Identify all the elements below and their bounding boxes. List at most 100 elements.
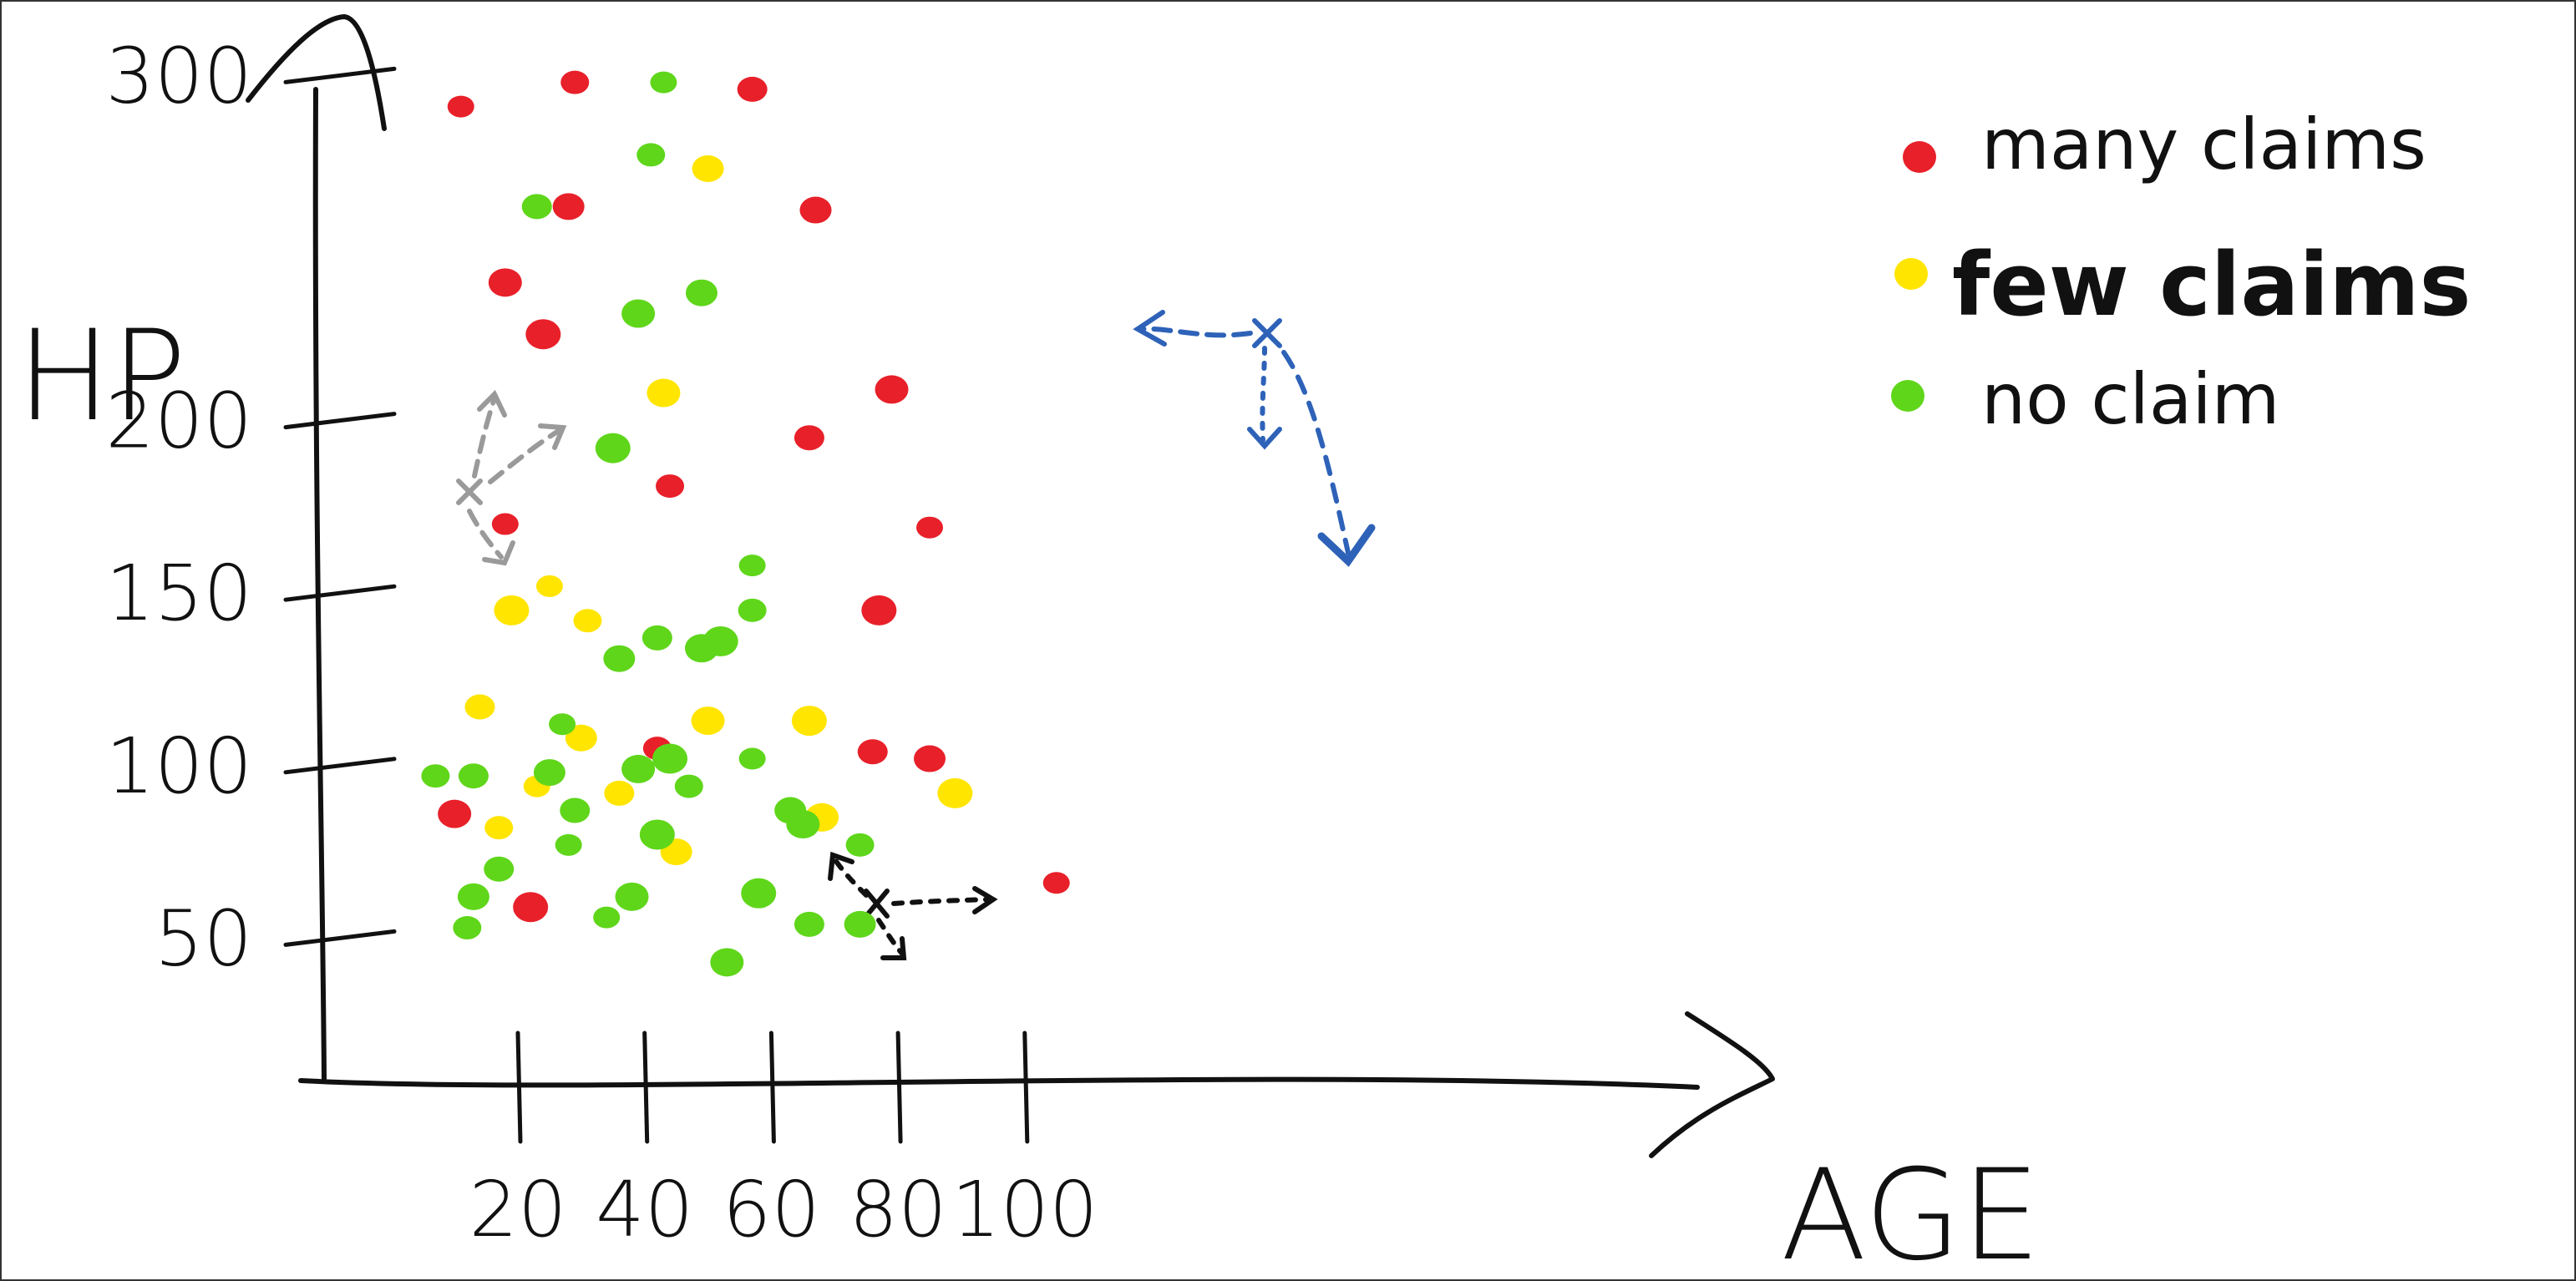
data-point-no-claim xyxy=(641,625,672,651)
y-tick-label: 300 xyxy=(105,31,252,120)
data-point-few-claims xyxy=(691,706,725,736)
y-tick-mark xyxy=(283,412,397,430)
x-tick-label: 20 xyxy=(469,1165,566,1254)
data-point-many-claims xyxy=(513,892,549,923)
blue-arrow-down-short xyxy=(1260,346,1267,443)
data-point-few-claims xyxy=(565,724,597,752)
data-point-no-claim xyxy=(555,833,582,856)
black-arrow-up xyxy=(833,858,869,898)
x-tick-label: 60 xyxy=(723,1165,820,1254)
data-point-no-claim xyxy=(593,906,621,929)
data-point-no-claim xyxy=(615,882,649,911)
data-point-many-claims xyxy=(861,595,897,625)
data-point-no-claim xyxy=(738,598,767,622)
data-point-few-claims xyxy=(464,694,495,720)
data-point-no-claim xyxy=(845,833,875,857)
gray-arrow-up-head xyxy=(477,389,507,418)
data-point-few-claims xyxy=(494,595,530,625)
data-point-no-claim xyxy=(844,910,876,938)
data-point-no-claim xyxy=(650,71,677,94)
x-axis-line xyxy=(298,1076,1700,1090)
data-point-no-claim xyxy=(741,878,777,909)
data-point-many-claims xyxy=(1042,872,1070,894)
data-point-no-claim xyxy=(794,911,824,937)
data-point-no-claim xyxy=(710,948,744,977)
data-point-many-claims xyxy=(488,268,522,297)
y-tick-mark xyxy=(283,757,397,775)
black-arrow-right xyxy=(891,897,994,906)
data-point-few-claims xyxy=(573,609,602,633)
data-point-no-claim xyxy=(549,713,576,736)
x-axis-title: AGE xyxy=(1781,1143,2041,1279)
x-tick-mark xyxy=(895,1030,903,1144)
data-point-no-claim xyxy=(603,645,636,672)
y-axis-line xyxy=(312,87,327,1081)
data-point-no-claim xyxy=(652,743,688,774)
x-tick-mark xyxy=(642,1030,650,1144)
data-point-no-claim xyxy=(421,764,450,788)
data-point-no-claim xyxy=(458,763,489,789)
data-point-few-claims xyxy=(604,780,635,806)
data-points xyxy=(421,70,1070,977)
data-point-many-claims xyxy=(857,739,888,765)
data-point-few-claims xyxy=(791,706,827,737)
data-point-many-claims xyxy=(914,745,946,772)
y-tick-mark xyxy=(283,929,397,947)
y-tick-label: 100 xyxy=(105,722,252,811)
blue-arrow-down-short-head xyxy=(1247,427,1282,450)
gray-arrow-down xyxy=(467,509,504,559)
data-point-no-claim xyxy=(457,883,489,910)
y-tick-mark xyxy=(283,584,397,602)
x-tick-mark xyxy=(768,1030,776,1144)
data-point-many-claims xyxy=(552,193,585,220)
legend-label: many claims xyxy=(1981,104,2426,185)
axes xyxy=(246,14,1775,1158)
gray-arrow-up xyxy=(472,396,497,478)
x-tick-label: 80 xyxy=(849,1165,947,1254)
legend-label: no claim xyxy=(1981,358,2280,440)
y-tick-label: 200 xyxy=(105,377,252,466)
black-arrow-up-head xyxy=(828,851,854,881)
black-x-marker xyxy=(864,889,890,919)
black-arrow-right-head xyxy=(972,886,998,914)
gray-example-arrows xyxy=(456,389,567,566)
x-tick-mark xyxy=(1022,1030,1030,1144)
data-point-few-claims xyxy=(484,816,514,840)
data-point-no-claim xyxy=(521,194,552,220)
data-point-few-claims xyxy=(937,777,973,808)
data-point-many-claims xyxy=(916,516,944,539)
x-tick-mark xyxy=(515,1030,523,1144)
black-arrow-down-head xyxy=(880,936,907,960)
data-point-no-claim xyxy=(702,626,738,657)
data-point-few-claims xyxy=(692,154,724,182)
data-point-no-claim xyxy=(786,810,820,839)
data-point-no-claim xyxy=(636,143,666,167)
legend-swatch xyxy=(1903,141,1936,173)
y-axis-arrowhead xyxy=(246,14,387,131)
data-point-no-claim xyxy=(595,433,631,463)
data-point-no-claim xyxy=(484,856,515,882)
gray-arrow-right-head xyxy=(538,423,567,450)
blue-arrow-down-long xyxy=(1281,350,1351,555)
data-point-many-claims xyxy=(491,513,519,535)
data-point-many-claims xyxy=(525,319,561,350)
data-point-many-claims xyxy=(799,196,832,224)
blue-x-marker xyxy=(1252,318,1282,348)
data-point-few-claims xyxy=(647,378,681,408)
legend-label: few claims xyxy=(1952,234,2471,336)
gray-x-marker xyxy=(456,478,483,505)
data-point-no-claim xyxy=(674,774,703,798)
data-point-few-claims xyxy=(535,575,563,597)
data-point-many-claims xyxy=(794,425,824,451)
gray-arrow-right xyxy=(488,427,564,484)
black-arrow-down xyxy=(876,918,905,956)
y-tick-mark xyxy=(283,66,397,84)
y-tick-label: 50 xyxy=(155,894,252,983)
y-axis-title: HP xyxy=(17,304,186,449)
data-point-no-claim xyxy=(453,916,482,940)
x-axis-arrowhead xyxy=(1649,1011,1775,1158)
data-point-many-claims xyxy=(875,375,909,404)
